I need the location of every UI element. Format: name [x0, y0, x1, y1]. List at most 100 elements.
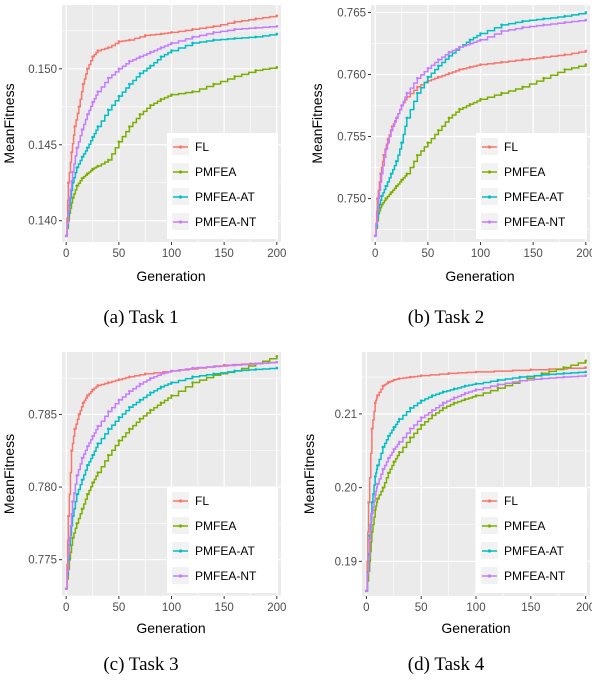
data-point-pmfea-nt — [430, 408, 434, 412]
legend-key-point — [178, 574, 183, 578]
data-point-fl — [143, 34, 147, 37]
legend-label: PMFEA-AT — [195, 190, 255, 204]
data-point-pmfea-nt — [426, 66, 430, 70]
data-point-fl — [563, 53, 567, 56]
data-point-pmfea-at — [128, 405, 131, 409]
data-point-pmfea-nt — [376, 482, 379, 486]
data-point-pmfea-at — [85, 146, 89, 150]
data-point-fl — [382, 153, 385, 157]
x-axis-title: Generation — [441, 620, 510, 636]
x-tick-label: 0 — [63, 602, 69, 614]
data-point-fl — [128, 375, 131, 378]
data-point-fl — [85, 67, 89, 71]
data-point-pmfea-at — [159, 385, 163, 389]
data-point-fl — [529, 368, 533, 371]
data-point-pmfea-at — [389, 172, 393, 176]
data-point-pmfea-nt — [468, 42, 472, 45]
data-point-fl — [85, 394, 89, 397]
data-point-fl — [81, 401, 85, 405]
data-point-pmfea — [159, 401, 163, 405]
y-tick-label: 0.760 — [337, 69, 366, 81]
data-point-fl — [254, 17, 258, 20]
panel-caption: (c) Task 3 — [103, 654, 178, 675]
chart-panel-1: 0 50 100 150 200 0.140 0.145 0.150 Generation Mea… — [1, 5, 286, 328]
data-point-fl — [437, 75, 440, 79]
data-point-pmfea — [71, 536, 74, 540]
data-point-pmfea-at — [437, 64, 440, 68]
data-point-fl — [392, 378, 396, 382]
data-point-pmfea-at — [117, 94, 121, 98]
data-point-pmfea-at — [96, 125, 100, 128]
data-point-pmfea-nt — [91, 434, 94, 438]
x-tick-label: 0 — [363, 602, 369, 614]
data-point-pmfea-nt — [91, 100, 94, 104]
data-point-pmfea-at — [80, 478, 84, 482]
data-point-pmfea-at — [562, 372, 565, 375]
legend-key-point — [487, 499, 492, 503]
data-point-pmfea — [191, 381, 194, 384]
data-point-pmfea-nt — [170, 41, 173, 45]
data-point-fl — [107, 381, 110, 384]
data-point-pmfea-nt — [392, 448, 396, 451]
data-point-pmfea-nt — [233, 28, 236, 31]
data-point-pmfea-at — [542, 17, 545, 20]
data-point-pmfea-nt — [80, 128, 84, 131]
data-point-pmfea-at — [394, 160, 398, 163]
x-tick-label: 200 — [576, 602, 592, 614]
legend-key-point — [487, 145, 492, 149]
data-point-pmfea-nt — [212, 365, 215, 368]
data-point-pmfea — [542, 76, 545, 80]
x-tick-label: 150 — [215, 248, 234, 260]
data-point-pmfea-nt — [138, 55, 142, 58]
y-axis-title: MeanFitness — [301, 434, 317, 514]
data-point-pmfea-nt — [377, 197, 380, 200]
data-point-fl — [521, 58, 524, 61]
legend-key-point — [487, 549, 492, 553]
data-point-pmfea — [408, 436, 412, 439]
data-point-fl — [542, 55, 545, 59]
data-point-pmfea-nt — [463, 391, 467, 395]
data-point-fl — [159, 32, 163, 36]
data-point-pmfea — [75, 522, 79, 525]
data-point-pmfea — [170, 93, 173, 96]
data-point-pmfea-at — [212, 372, 215, 376]
data-point-fl — [96, 384, 100, 387]
data-point-pmfea-nt — [75, 474, 79, 477]
legend-label: PMFEA — [195, 519, 236, 533]
data-point-pmfea-at — [521, 19, 524, 23]
data-point-pmfea-at — [405, 116, 409, 120]
data-point-pmfea-at — [540, 373, 544, 377]
data-point-fl — [107, 46, 110, 49]
data-point-pmfea-nt — [474, 388, 478, 391]
data-point-fl — [584, 49, 588, 53]
data-point-pmfea-at — [408, 406, 412, 410]
data-point-pmfea — [419, 423, 423, 427]
series-line-pmfea — [375, 64, 587, 237]
data-point-pmfea — [170, 394, 173, 397]
data-point-pmfea-nt — [452, 396, 456, 400]
data-point-pmfea — [389, 191, 393, 194]
data-point-pmfea — [233, 75, 236, 78]
y-tick-label: 0.755 — [337, 132, 366, 144]
data-point-pmfea-at — [468, 38, 472, 42]
y-tick-label: 0.19 — [335, 556, 357, 568]
data-point-fl — [479, 63, 482, 66]
panel-caption: (a) Task 1 — [103, 307, 178, 328]
data-point-pmfea-at — [584, 370, 587, 374]
data-point-pmfea-nt — [405, 91, 409, 95]
data-point-pmfea-at — [117, 416, 121, 419]
legend: FL PMFEA PMFEA-AT PMFEA-NT — [167, 133, 278, 239]
data-point-pmfea-at — [233, 37, 236, 40]
data-point-pmfea-nt — [212, 31, 215, 34]
data-point-pmfea — [149, 408, 152, 412]
data-point-pmfea-nt — [479, 38, 482, 42]
data-point-pmfea-nt — [75, 146, 79, 150]
data-point-pmfea-nt — [416, 76, 419, 80]
data-point-pmfea — [376, 497, 379, 500]
data-point-fl — [117, 378, 121, 381]
y-tick-label: 0.140 — [28, 216, 57, 228]
legend: FL PMFEA PMFEA-AT PMFEA-NT — [167, 487, 278, 593]
data-point-pmfea — [128, 427, 131, 431]
data-point-fl — [96, 49, 100, 52]
legend-label: PMFEA-AT — [195, 544, 255, 558]
